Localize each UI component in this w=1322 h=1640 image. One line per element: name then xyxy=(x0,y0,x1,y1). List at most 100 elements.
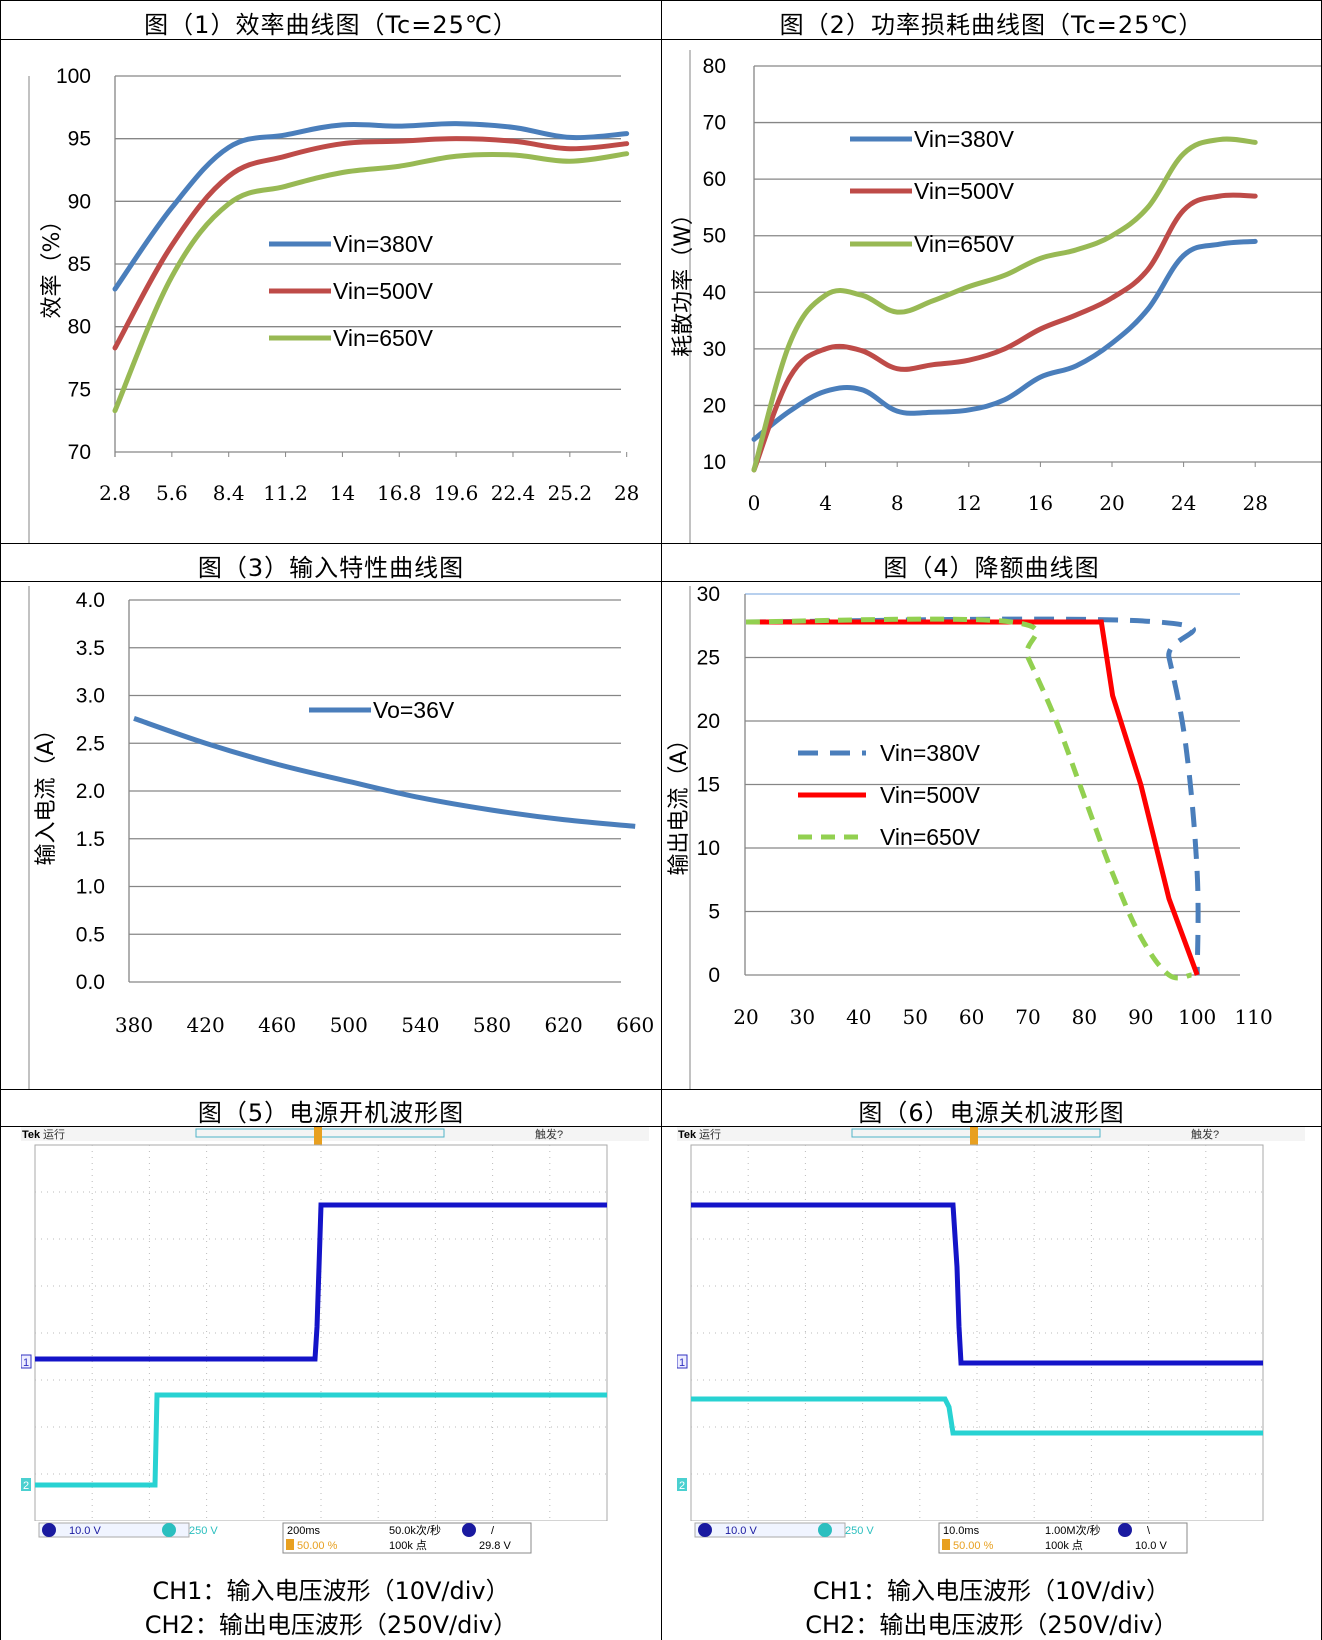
panel-6-scope-cell: Tek 运行 触发? 1 2 10.0 V 250 V 10.0ms 1.00M次/秒 100k … xyxy=(661,1126,1322,1640)
timebase-box xyxy=(282,1522,532,1554)
power-on-scope-screen: Tek 运行 触发? 1 2 10.0 V 250 V 200ms 50.0k次/秒 100k 点… xyxy=(20,1127,649,1569)
ch2-level-label: 2 xyxy=(23,1480,29,1492)
y-tick-label: 30 xyxy=(703,338,726,361)
y-tick-label: 15 xyxy=(697,774,720,797)
x-tick-label: 620 xyxy=(545,1013,583,1037)
y-tick-label: 20 xyxy=(697,710,720,733)
series-line-Vin=650V xyxy=(751,136,1258,473)
ch1-level-label: 1 xyxy=(23,1357,29,1369)
panel-3-title-cell: 图（3）输入特性曲线图 xyxy=(0,543,662,582)
trigger-slope: / xyxy=(491,1525,495,1537)
y-tick-label: 0 xyxy=(708,964,720,987)
x-tick-label: 11.2 xyxy=(263,481,308,505)
x-tick-label: 80 xyxy=(1072,1005,1097,1029)
x-tick-label: 100 xyxy=(1178,1005,1216,1029)
x-tick-label: 20 xyxy=(733,1005,758,1029)
legend-label: Vin=380V xyxy=(914,126,1015,152)
y-tick-label: 60 xyxy=(703,168,726,191)
power-on-scope-svg: Tek 运行 触发? 1 2 10.0 V 250 V 200ms 50.0k次/秒 100k 点… xyxy=(20,1127,649,1569)
legend-label: Vin=500V xyxy=(333,278,434,304)
y-axis-label: 输入电流（A） xyxy=(34,718,59,865)
derating-chart-svg: 0 5 10 15 20 25 30 20 30 40 50 60 70 80 90 100 110 输出电流（A… xyxy=(667,583,1273,1089)
x-tick-label: 500 xyxy=(330,1013,368,1037)
y-tick-label: 100 xyxy=(56,65,91,88)
x-tick-label: 540 xyxy=(401,1013,439,1037)
scope-trigger-status: 触发? xyxy=(1191,1127,1219,1141)
ch1-scale-box xyxy=(694,1522,846,1538)
x-tick-label: 40 xyxy=(846,1005,871,1029)
panel-5-scope-cell: Tek 运行 触发? 1 2 10.0 V 250 V 200ms 50.0k次/秒 100k 点… xyxy=(0,1126,662,1640)
series-line-Vin=500V xyxy=(112,136,630,351)
y-tick-label: 1.5 xyxy=(76,828,105,851)
legend-label: Vin=500V xyxy=(914,178,1015,204)
power-off-scope-screen: Tek 运行 触发? 1 2 10.0 V 250 V 10.0ms 1.00M次/秒 100k … xyxy=(676,1127,1305,1569)
y-tick-label: 90 xyxy=(68,190,91,213)
x-tick-label: 660 xyxy=(616,1013,654,1037)
ch1-scale: 10.0 V xyxy=(69,1525,101,1537)
timebase: 10.0ms xyxy=(943,1525,980,1537)
panel-4-chart-cell: 0 5 10 15 20 25 30 20 30 40 50 60 70 80 90 100 110 输出电流（A… xyxy=(661,581,1322,1090)
record-points: 100k 点 xyxy=(1045,1539,1083,1552)
y-tick-label: 70 xyxy=(68,441,91,464)
trigger-level: 29.8 V xyxy=(479,1540,511,1552)
panel-1-title-cell: 图（1）效率曲线图（Tc=25℃） xyxy=(0,0,662,40)
y-tick-label: 5 xyxy=(708,901,720,924)
scope-trigger-marker xyxy=(314,1127,322,1149)
series-line-Vin=500V xyxy=(746,619,1200,976)
x-tick-label: 19.6 xyxy=(434,481,479,505)
trigger-slope: \ xyxy=(1147,1525,1151,1537)
panel-2-title: 图（2）功率损耗曲线图（Tc=25℃） xyxy=(779,11,1204,39)
trigger-pos: 50.00 % xyxy=(953,1540,994,1552)
ch1-scale-box xyxy=(38,1522,190,1538)
x-tick-label: 8 xyxy=(891,491,904,515)
trigger-pos: 50.00 % xyxy=(297,1540,338,1552)
y-tick-label: 75 xyxy=(68,378,91,401)
y-tick-label: 3.0 xyxy=(76,685,105,708)
y-tick-label: 50 xyxy=(703,225,726,248)
y-tick-label: 2.0 xyxy=(76,780,105,803)
sample-rate: 50.0k次/秒 xyxy=(389,1523,441,1537)
scope-brand: Tek xyxy=(22,1129,41,1141)
y-tick-label: 80 xyxy=(703,55,726,78)
scope-brand: Tek xyxy=(678,1129,697,1141)
x-tick-label: 28 xyxy=(614,481,639,505)
ch1-level-label: 1 xyxy=(679,1357,685,1369)
efficiency-chart-svg: 70 75 80 85 90 95 100 2.8 5.6 8.4 11.2 14 16.8 19.6 22… xyxy=(28,65,639,543)
y-tick-label: 10 xyxy=(703,451,726,474)
scope-trigger-status: 触发? xyxy=(535,1127,563,1141)
panel-5-title: 图（5）电源开机波形图 xyxy=(197,1099,465,1127)
scope-trigger-marker xyxy=(970,1127,978,1149)
ch2-trace xyxy=(35,1392,607,1488)
panel-5-caption-2: CH2：输出电压波形（250V/div） xyxy=(144,1611,518,1639)
panel-3-title: 图（3）输入特性曲线图 xyxy=(197,554,465,582)
x-tick-label: 8.4 xyxy=(213,481,245,505)
x-tick-label: 580 xyxy=(473,1013,511,1037)
y-tick-label: 80 xyxy=(68,316,91,339)
scope-graticule-frame xyxy=(690,1144,1264,1522)
timebase-box xyxy=(938,1522,1188,1554)
panel-5-caption-1: CH1：输入电压波形（10V/div） xyxy=(152,1577,510,1605)
y-tick-label: 1.0 xyxy=(76,876,105,899)
y-tick-label: 10 xyxy=(697,837,720,860)
y-axis-label: 效率（%） xyxy=(40,210,65,319)
panel-2-title-cell: 图（2）功率损耗曲线图（Tc=25℃） xyxy=(661,0,1322,40)
x-tick-label: 24 xyxy=(1171,491,1196,515)
y-tick-label: 40 xyxy=(703,281,726,304)
record-points: 100k 点 xyxy=(389,1539,427,1552)
y-tick-label: 30 xyxy=(697,583,720,606)
input-current-chart-svg: 0.0 0.5 1.0 1.5 2.0 2.5 3.0 3.5 4.0 380 420 460 500 5… xyxy=(28,586,654,1089)
legend-label: Vin=380V xyxy=(880,740,981,766)
ch1-level-marker xyxy=(20,1354,32,1369)
x-tick-label: 460 xyxy=(258,1013,296,1037)
y-tick-label: 70 xyxy=(703,112,726,135)
legend-label: Vo=36V xyxy=(373,697,455,723)
ch2-scale: 250 V xyxy=(845,1525,874,1537)
panel-1-title: 图（1）效率曲线图（Tc=25℃） xyxy=(144,11,518,39)
ch1-badge xyxy=(42,1523,56,1537)
panel-5-title-cell: 图（5）电源开机波形图 xyxy=(0,1089,662,1127)
y-tick-label: 95 xyxy=(68,128,91,151)
panel-6-title: 图（6）电源关机波形图 xyxy=(858,1099,1125,1127)
ch2-badge xyxy=(162,1523,176,1537)
legend-label: Vin=650V xyxy=(880,824,981,850)
